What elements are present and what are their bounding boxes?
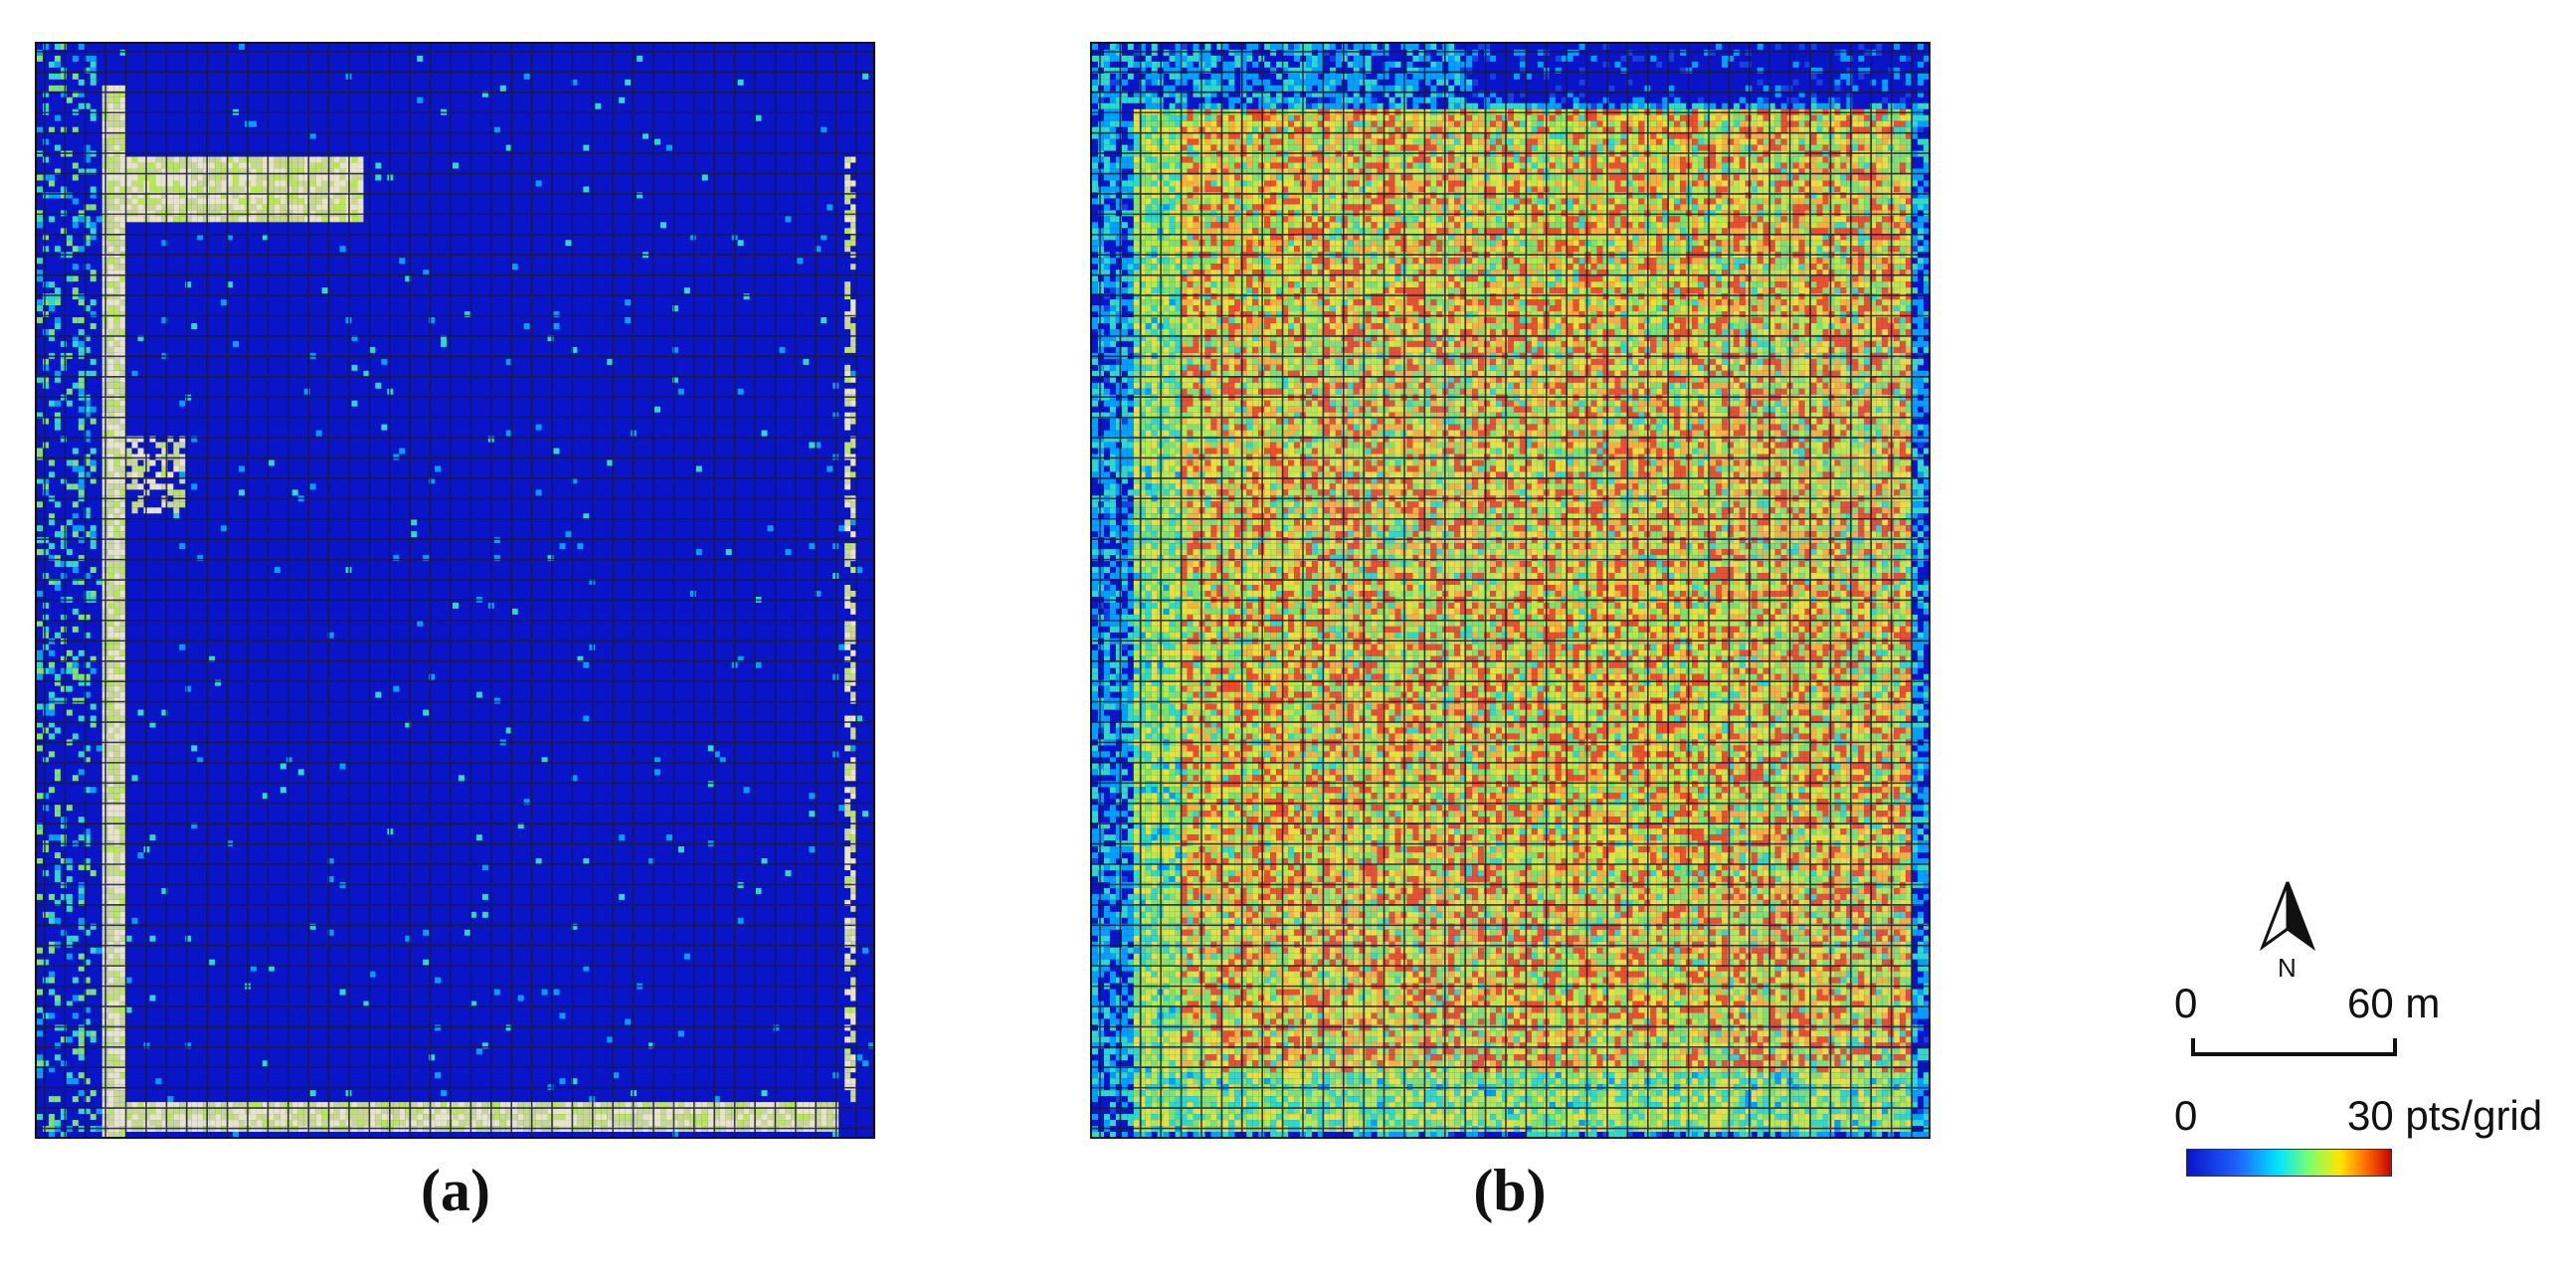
density-color-ramp [2186,1149,2392,1177]
density-map-b [1090,42,1931,1139]
scale-end-label: 60 m [2347,980,2440,1027]
scale-start-label: 0 [2174,980,2197,1027]
north-label: N [2278,953,2297,984]
density-map-a [35,42,875,1139]
density-min-label: 0 [2174,1092,2197,1140]
north-arrow-icon [2259,881,2316,952]
scale-bar [2191,1038,2397,1056]
panel-caption-a: (a) [356,1157,555,1225]
density-raster-a [37,44,873,1137]
density-max-label: 30 pts/grid [2347,1092,2542,1140]
panel-caption-b: (b) [1410,1157,1609,1225]
density-raster-b [1092,44,1929,1137]
